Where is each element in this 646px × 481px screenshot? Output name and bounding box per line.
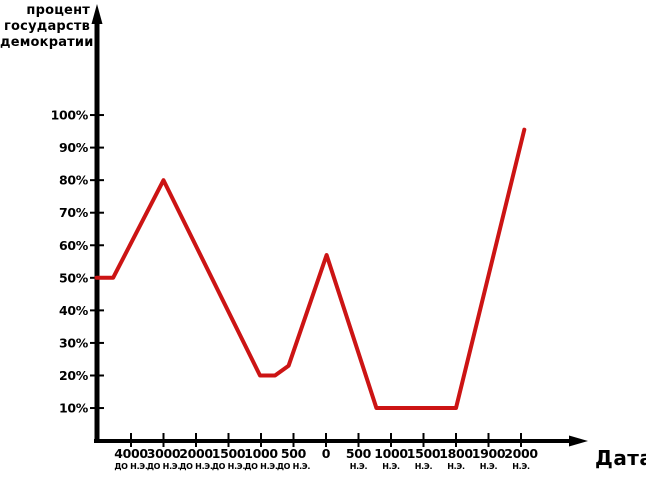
x-tick-label: 2000 bbox=[179, 446, 213, 461]
y-axis-title: процент государств демократии bbox=[0, 3, 94, 51]
x-tick-label: 2000 bbox=[504, 446, 538, 461]
x-tick-era-label: ДО Н.Э. bbox=[212, 462, 246, 471]
x-tick-era-label: Н.Э. bbox=[512, 462, 530, 471]
x-axis-title: Дата bbox=[595, 446, 646, 470]
y-axis-title-line-2: государств bbox=[4, 19, 90, 34]
x-tick-label: 3000 bbox=[147, 446, 181, 461]
y-tick-label: 50% bbox=[59, 270, 89, 285]
x-tick-label: 1900 bbox=[472, 446, 506, 461]
y-axis-arrow-icon bbox=[91, 4, 103, 24]
x-tick-era-label: Н.Э. bbox=[350, 462, 368, 471]
x-axis-arrow-icon bbox=[569, 435, 588, 447]
x-tick-label: 1500 bbox=[407, 446, 441, 461]
democracy-percent-line bbox=[94, 127, 527, 410]
x-tick-era-label: ДО Н.Э. bbox=[114, 462, 148, 471]
y-axis-title-line-3: демократии bbox=[0, 35, 94, 50]
x-tick-era-label: Н.Э. bbox=[415, 462, 433, 471]
x-tick-label: 500 bbox=[346, 446, 372, 461]
y-tick-label: 10% bbox=[59, 401, 89, 416]
x-tick-era-label: ДО Н.Э. bbox=[147, 462, 181, 471]
y-tick-label: 60% bbox=[59, 238, 89, 253]
y-axis-title-line-1: процент bbox=[26, 3, 90, 18]
x-tick-era-label: Н.Э. bbox=[480, 462, 498, 471]
x-tick-era-label: ДО Н.Э. bbox=[244, 462, 278, 471]
y-tick-label: 20% bbox=[59, 368, 89, 383]
y-tick-label: 30% bbox=[59, 335, 89, 350]
x-tick-label: 1800 bbox=[439, 446, 473, 461]
x-tick-label: 1500 bbox=[212, 446, 246, 461]
x-tick-era-label: ДО Н.Э. bbox=[277, 462, 311, 471]
x-tick-era-label: ДО Н.Э. bbox=[179, 462, 213, 471]
x-tick-label: 4000 bbox=[114, 446, 148, 461]
x-tick-era-label: Н.Э. bbox=[447, 462, 465, 471]
y-tick-label: 90% bbox=[59, 140, 89, 155]
y-tick-label: 80% bbox=[59, 173, 89, 188]
x-tick-label: 1000 bbox=[374, 446, 408, 461]
x-tick-label: 1000 bbox=[244, 446, 278, 461]
x-tick-label: 500 bbox=[281, 446, 307, 461]
y-tick-label: 70% bbox=[59, 205, 89, 220]
x-tick-era-label: Н.Э. bbox=[382, 462, 400, 471]
y-tick-label: 40% bbox=[59, 303, 89, 318]
y-tick-label: 100% bbox=[51, 108, 89, 123]
x-tick-label: 0 bbox=[322, 446, 331, 461]
